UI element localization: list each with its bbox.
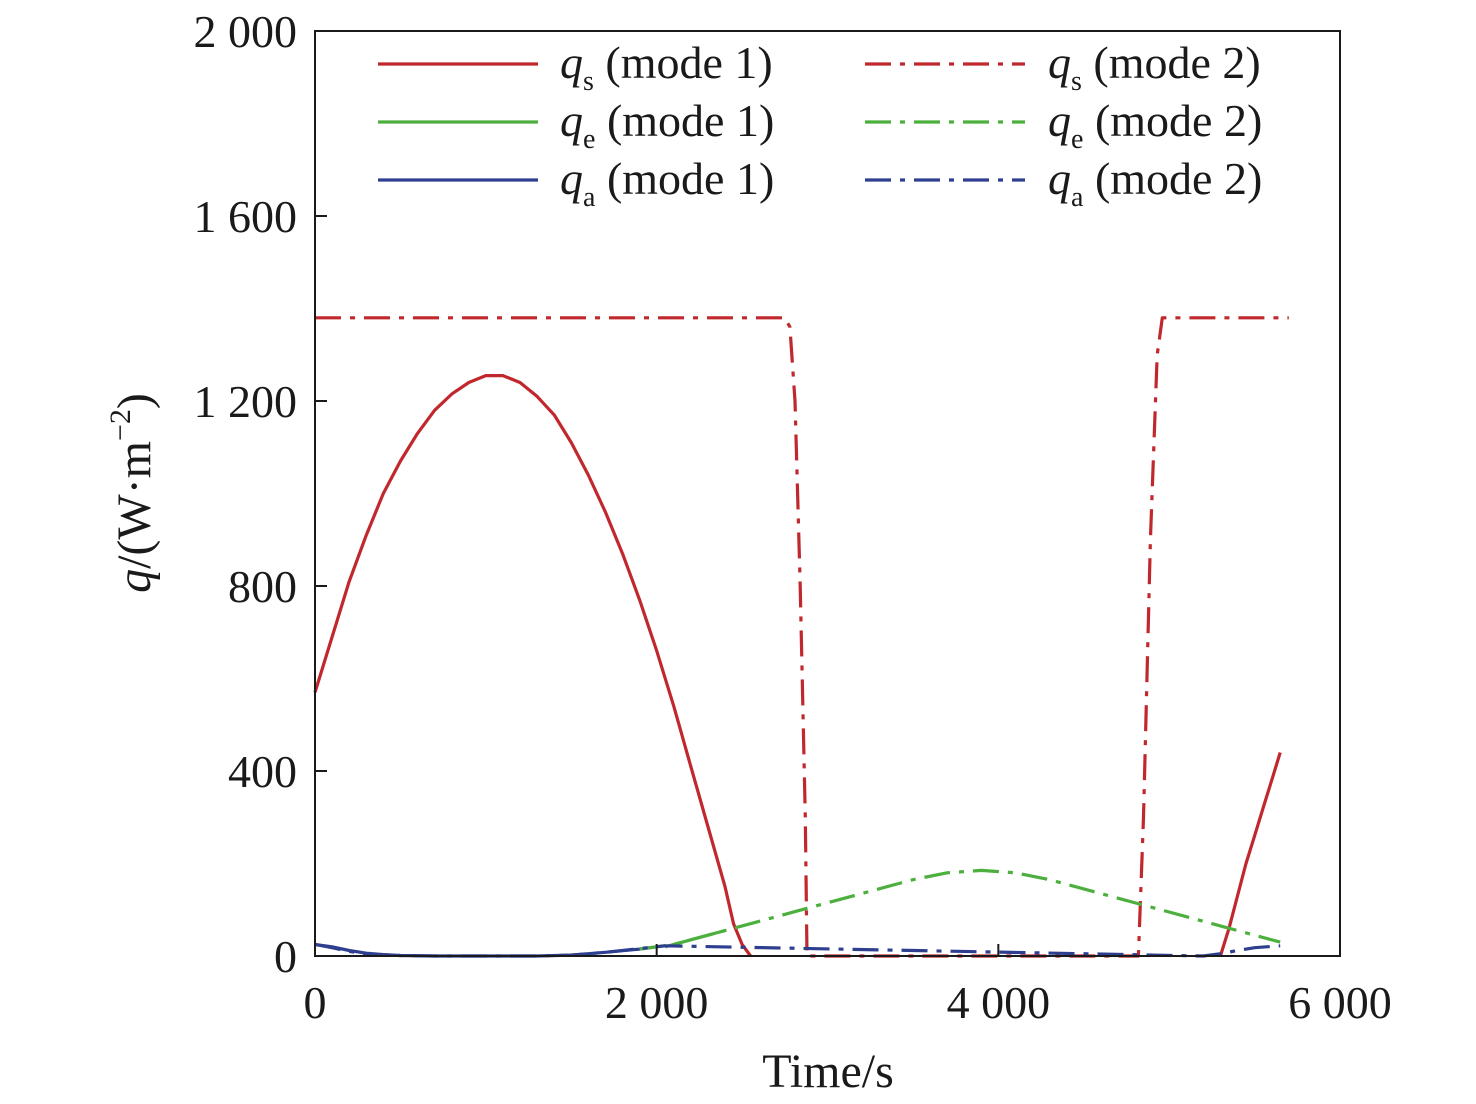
legend-mode: (mode 1) xyxy=(595,95,774,146)
legend-symbol: q xyxy=(1048,153,1071,204)
legend-label: qs (mode 2) xyxy=(1048,37,1261,97)
y-tick-label-800: 800 xyxy=(228,561,297,612)
legend-subscript: s xyxy=(1071,66,1082,97)
y-tick-label-2000: 2 000 xyxy=(194,6,298,57)
legend-item-qa-mode1: qa (mode 1) xyxy=(378,153,774,213)
series-line-qs-mode1-1 xyxy=(1218,752,1282,957)
legend-label: qs (mode 1) xyxy=(560,37,773,97)
y-tick-label-0: 0 xyxy=(274,931,297,982)
y-tick-label-1200: 1 200 xyxy=(194,376,298,427)
y-axis-title-exponent: −2 xyxy=(104,409,137,441)
x-tick-label-0: 0 xyxy=(304,977,327,1028)
plot-frame xyxy=(314,30,1341,957)
x-tick-label-6000: 6 000 xyxy=(1288,977,1392,1028)
legend-symbol: q xyxy=(560,95,583,146)
legend-item-qa-mode2: qa (mode 2) xyxy=(865,153,1262,213)
y-axis-title-symbol: q xyxy=(108,569,161,593)
y-axis-title-close: ) xyxy=(108,393,161,409)
legend-mode: (mode 2) xyxy=(1083,95,1262,146)
legend-symbol: q xyxy=(560,37,583,88)
legend-label: qa (mode 1) xyxy=(560,153,774,213)
x-tick-label-4000: 4 000 xyxy=(947,977,1051,1028)
y-axis-title-unit: /(W·m xyxy=(108,441,161,569)
legend: qs (mode 1) qs (mode 2)qe (mode 1) qe (mod… xyxy=(378,37,1262,213)
legend-subscript: a xyxy=(583,182,596,213)
legend-label: qe (mode 1) xyxy=(560,95,774,155)
legend-symbol: q xyxy=(1048,95,1071,146)
legend-item-qs-mode2: qs (mode 2) xyxy=(865,37,1261,97)
legend-mode: (mode 1) xyxy=(595,153,774,204)
y-tick-label-400: 400 xyxy=(228,746,297,797)
legend-symbol: q xyxy=(560,153,583,204)
y-axis-title: q/(W·m−2) xyxy=(104,393,161,593)
legend-mode: (mode 2) xyxy=(1082,37,1261,88)
legend-subscript: e xyxy=(1071,124,1083,155)
series-line-qs-mode1-0 xyxy=(313,374,752,957)
legend-mode: (mode 1) xyxy=(594,37,773,88)
series-line-qs-mode2-4 xyxy=(315,316,1289,958)
legend-item-qe-mode2: qe (mode 2) xyxy=(865,95,1262,155)
legend-subscript: e xyxy=(583,124,595,155)
legend-symbol: q xyxy=(1048,37,1071,88)
x-axis-title: Time/s xyxy=(762,1045,894,1098)
ticks-layer: 0 2 000 4 000 6 000 0 400 800 1 200 1 600 2 000 xyxy=(194,6,1392,1028)
legend-item-qe-mode1: qe (mode 1) xyxy=(378,95,774,155)
legend-subscript: s xyxy=(583,66,594,97)
series-line-qa-mode2-6 xyxy=(314,942,1281,958)
series-layer xyxy=(313,316,1289,958)
legend-label: qe (mode 2) xyxy=(1048,95,1262,155)
legend-mode: (mode 2) xyxy=(1083,153,1262,204)
legend-item-qs-mode1: qs (mode 1) xyxy=(378,37,773,97)
y-tick-label-1600: 1 600 xyxy=(194,191,298,242)
legend-subscript: a xyxy=(1071,182,1084,213)
series-line-qe-mode2-5 xyxy=(639,868,1281,951)
legend-label: qa (mode 2) xyxy=(1048,153,1262,213)
x-tick-label-2000: 2 000 xyxy=(605,977,709,1028)
